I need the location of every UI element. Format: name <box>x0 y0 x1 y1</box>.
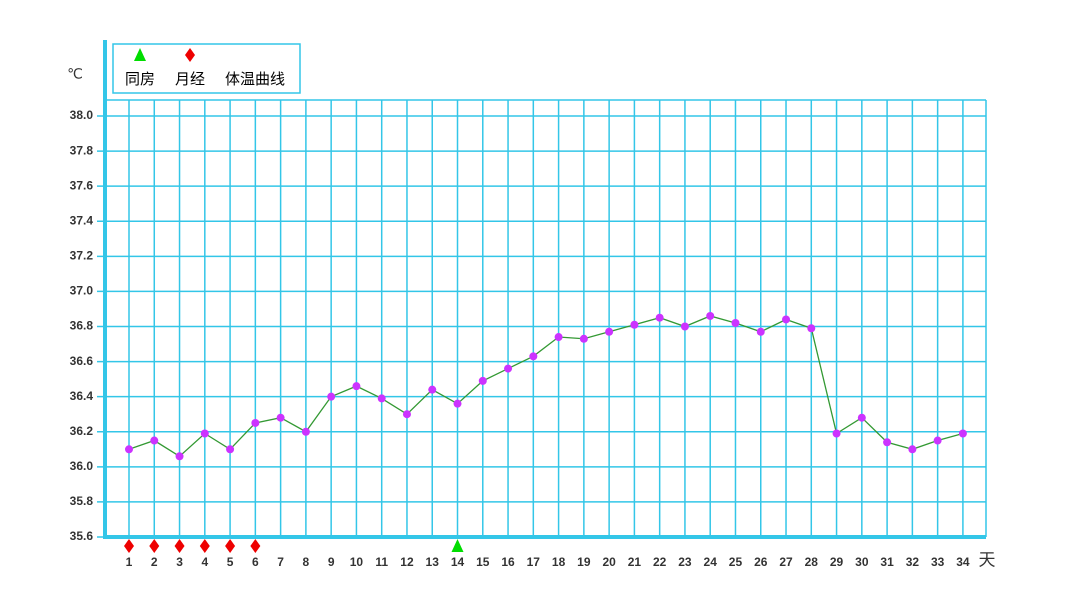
legend-box <box>112 43 301 94</box>
data-point <box>276 413 285 422</box>
x-tick-label: 17 <box>527 555 541 569</box>
event-marker <box>451 539 464 552</box>
data-point <box>377 394 386 403</box>
x-tick-label: 28 <box>805 555 819 569</box>
y-tick-label: 37.8 <box>70 143 94 157</box>
y-tick-label: 37.0 <box>70 284 94 298</box>
legend-label: 月经 <box>175 71 205 88</box>
data-point <box>402 410 411 419</box>
data-point <box>200 429 209 438</box>
legend-label: 同房 <box>125 71 155 88</box>
x-tick-label: 29 <box>830 555 844 569</box>
x-tick-label: 8 <box>303 555 310 569</box>
y-tick-label: 37.6 <box>70 178 94 192</box>
x-tick-label: 21 <box>628 555 642 569</box>
y-tick-label: 36.8 <box>70 319 94 333</box>
x-tick-label: 13 <box>426 555 440 569</box>
data-point <box>731 318 740 327</box>
data-point <box>529 352 538 361</box>
event-marker <box>174 539 185 553</box>
x-tick-label: 22 <box>653 555 667 569</box>
event-marker <box>225 539 236 553</box>
data-point <box>478 376 487 385</box>
y-tick-label: 38.0 <box>70 108 94 122</box>
x-tick-label: 34 <box>956 555 970 569</box>
data-point <box>251 418 260 427</box>
data-point <box>453 399 462 408</box>
event-marker <box>149 539 160 553</box>
x-tick-label: 24 <box>704 555 718 569</box>
data-point <box>908 445 917 454</box>
data-point <box>327 392 336 401</box>
data-point <box>579 334 588 343</box>
data-point <box>630 320 639 329</box>
x-tick-label: 7 <box>277 555 284 569</box>
event-marker <box>124 539 134 553</box>
x-tick-label: 11 <box>375 555 388 569</box>
x-tick-label: 3 <box>176 555 183 569</box>
x-tick-label: 30 <box>855 555 869 569</box>
data-point <box>756 327 765 336</box>
event-marker <box>134 48 146 61</box>
event-marker <box>199 539 210 553</box>
y-tick-label: 35.6 <box>70 529 94 543</box>
y-tick-label: 37.2 <box>70 249 94 263</box>
x-tick-label: 32 <box>906 555 920 569</box>
x-tick-label: 12 <box>400 555 414 569</box>
x-tick-label: 10 <box>350 555 364 569</box>
x-tick-label: 33 <box>931 555 945 569</box>
x-tick-label: 23 <box>678 555 692 569</box>
data-point <box>150 436 159 445</box>
y-tick-label: 36.6 <box>70 354 94 368</box>
y-tick-label: 36.2 <box>70 424 94 438</box>
data-point <box>428 385 437 394</box>
x-tick-label: 16 <box>501 555 515 569</box>
series-line <box>128 315 964 458</box>
data-point <box>807 324 816 333</box>
x-tick-label: 9 <box>328 555 335 569</box>
y-tick-label: 36.4 <box>70 389 94 403</box>
legend-label: 体温曲线 <box>225 71 285 88</box>
x-tick-label: 2 <box>151 555 158 569</box>
x-tick-label: 20 <box>602 555 616 569</box>
x-tick-label: 15 <box>476 555 490 569</box>
data-point <box>958 429 967 438</box>
data-point <box>832 429 841 438</box>
x-tick-label: 18 <box>552 555 566 569</box>
x-tick-label: 19 <box>577 555 591 569</box>
x-tick-label: 1 <box>126 555 133 569</box>
x-tick-label: 14 <box>451 555 465 569</box>
x-tick-label: 6 <box>252 555 259 569</box>
data-point <box>226 445 235 454</box>
data-point <box>554 333 563 342</box>
y-tick-label: 37.4 <box>70 213 94 227</box>
x-tick-label: 27 <box>779 555 793 569</box>
event-marker <box>250 539 261 553</box>
y-tick-label: 35.8 <box>70 494 94 508</box>
data-point <box>504 364 513 373</box>
data-point <box>933 436 942 445</box>
y-tick-label: 36.0 <box>70 459 94 473</box>
data-point <box>352 382 361 391</box>
x-tick-label: 31 <box>880 555 894 569</box>
x-tick-label: 5 <box>227 555 234 569</box>
data-point <box>680 322 689 331</box>
y-unit: ℃ <box>67 66 83 82</box>
data-point <box>782 315 791 324</box>
data-point <box>706 311 715 320</box>
data-point <box>655 313 664 322</box>
data-point <box>175 452 184 461</box>
x-tick-label: 26 <box>754 555 768 569</box>
data-point <box>125 445 133 454</box>
x-unit: 天 <box>979 550 996 569</box>
data-point <box>883 438 892 447</box>
x-tick-label: 4 <box>201 555 208 569</box>
data-point <box>301 427 310 436</box>
data-point <box>857 413 866 422</box>
event-marker <box>185 48 195 62</box>
data-point <box>605 327 614 336</box>
x-tick-label: 25 <box>729 555 743 569</box>
